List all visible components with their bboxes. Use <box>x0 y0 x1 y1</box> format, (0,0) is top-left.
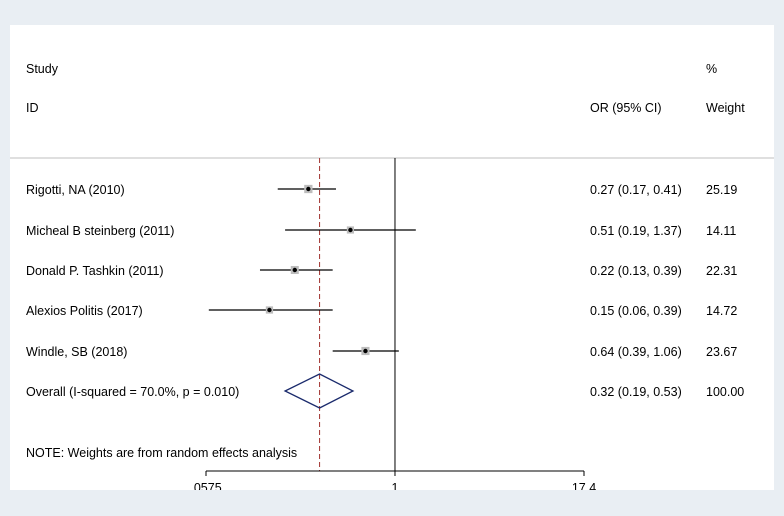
x-tick-label: .0575 <box>190 481 221 490</box>
study-or-text: 0.27 (0.17, 0.41) <box>590 183 682 197</box>
study-point <box>363 348 368 354</box>
overall-row: Overall (I-squared = 70.0%, p = 0.010) 0… <box>26 373 744 409</box>
study-row: Alexios Politis (2017) 0.15 (0.06, 0.39)… <box>26 304 737 318</box>
overall-or-text: 0.32 (0.19, 0.53) <box>590 385 682 399</box>
header-id: ID <box>26 101 39 115</box>
header-study: Study <box>26 62 59 76</box>
study-label: Alexios Politis (2017) <box>26 304 143 318</box>
forest-plot: Study ID OR (95% CI) % Weight Rigotti, N… <box>10 25 774 490</box>
header-or: OR (95% CI) <box>590 101 662 115</box>
study-or-text: 0.15 (0.06, 0.39) <box>590 304 682 318</box>
study-or-text: 0.51 (0.19, 1.37) <box>590 224 682 238</box>
study-point <box>292 267 297 273</box>
study-label: Rigotti, NA (2010) <box>26 183 125 197</box>
overall-label: Overall (I-squared = 70.0%, p = 0.010) <box>26 385 239 399</box>
study-weight: 14.11 <box>706 224 736 238</box>
header-weight: Weight <box>706 101 745 115</box>
study-label: Donald P. Tashkin (2011) <box>26 264 164 278</box>
header-percent: % <box>706 62 717 76</box>
study-weight: 22.31 <box>706 264 737 278</box>
study-or-text: 0.64 (0.39, 1.06) <box>590 345 682 359</box>
study-or-text: 0.22 (0.13, 0.39) <box>590 264 682 278</box>
overall-weight: 100.00 <box>706 385 744 399</box>
study-row: Windle, SB (2018) 0.64 (0.39, 1.06) 23.6… <box>26 345 737 359</box>
study-label: Micheal B steinberg (2011) <box>26 224 174 238</box>
study-weight: 25.19 <box>706 183 737 197</box>
study-point <box>348 227 353 233</box>
study-point <box>267 307 272 313</box>
study-row: Rigotti, NA (2010) 0.27 (0.17, 0.41) 25.… <box>26 183 737 197</box>
x-tick-label: 1 <box>392 481 399 490</box>
overall-diamond <box>283 373 355 409</box>
forest-plot-svg: Study ID OR (95% CI) % Weight Rigotti, N… <box>10 62 774 490</box>
study-row: Donald P. Tashkin (2011) 0.22 (0.13, 0.3… <box>26 264 737 278</box>
study-point <box>306 186 311 192</box>
study-weight: 23.67 <box>706 345 737 359</box>
study-label: Windle, SB (2018) <box>26 345 127 359</box>
study-weight: 14.72 <box>706 304 737 318</box>
x-tick-label: 17.4 <box>572 481 596 490</box>
note-text: NOTE: Weights are from random effects an… <box>26 446 297 460</box>
study-row: Micheal B steinberg (2011) 0.51 (0.19, 1… <box>26 224 736 238</box>
